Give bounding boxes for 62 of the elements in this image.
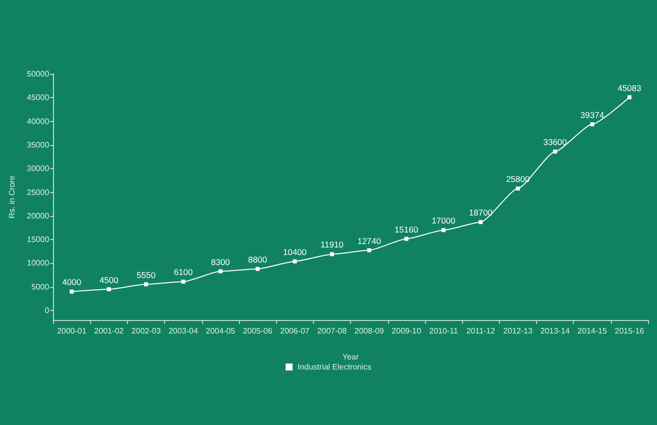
point xyxy=(404,236,408,241)
data-label: 18700 xyxy=(468,208,493,218)
point xyxy=(367,248,372,252)
data-label: 25800 xyxy=(506,174,530,184)
point xyxy=(478,220,483,224)
data-label: 17000 xyxy=(432,216,456,226)
data-label: 5550 xyxy=(136,270,156,280)
x-tick-label: 2003-04 xyxy=(168,326,198,336)
x-tick-label: 2000-01 xyxy=(57,326,87,336)
point xyxy=(256,266,260,271)
point xyxy=(590,122,594,126)
point xyxy=(181,280,186,284)
point xyxy=(70,290,74,294)
data-label: 12740 xyxy=(357,236,382,246)
y-tick-label: 25000 xyxy=(26,188,50,197)
x-tick-label: 2012-13 xyxy=(503,326,534,336)
y-tick-label: 50000 xyxy=(26,70,50,78)
x-tick-label: 2011-12 xyxy=(466,326,496,336)
point xyxy=(553,150,558,154)
data-label: 6100 xyxy=(174,267,193,278)
x-tick-label: 2009-10 xyxy=(392,326,422,336)
y-tick-label: 0 xyxy=(44,306,50,316)
data-label: 11910 xyxy=(320,240,344,250)
point xyxy=(442,228,446,232)
x-tick-label: 2006-07 xyxy=(280,326,310,336)
data-label: 33600 xyxy=(543,137,568,148)
y-axis-title: Rs. in Crore xyxy=(8,175,16,218)
point xyxy=(292,259,297,264)
x-tick-label: 2001-02 xyxy=(94,326,124,336)
x-tick-label: 2008-09 xyxy=(354,326,384,336)
x-tick-label: 2005-06 xyxy=(242,326,273,336)
legend-label: Industrial Electronics xyxy=(298,362,372,372)
x-tick-label: 2015-16 xyxy=(614,326,645,336)
x-tick-label: 2002-03 xyxy=(131,326,162,336)
point xyxy=(627,95,632,100)
y-tick-label: 30000 xyxy=(26,164,50,174)
y-tick-label: 15000 xyxy=(26,235,50,244)
point xyxy=(330,252,334,256)
x-tick-label: 2010-11 xyxy=(429,326,458,336)
data-label: 45083 xyxy=(618,82,642,93)
point xyxy=(218,269,222,274)
point xyxy=(106,287,111,292)
y-tick-label: 40000 xyxy=(26,116,50,126)
data-label: 8800 xyxy=(248,254,268,264)
y-tick-label: 10000 xyxy=(26,258,50,268)
point xyxy=(144,282,148,286)
y-tick-label: 35000 xyxy=(26,140,50,150)
y-tick-label: 20000 xyxy=(26,211,50,220)
x-tick-label: 2013-14 xyxy=(540,326,570,336)
y-tick-label: 5000 xyxy=(31,282,50,292)
data-label: 39374 xyxy=(580,110,604,120)
point xyxy=(516,186,520,190)
y-tick-label: 45000 xyxy=(26,93,50,102)
x-tick-label: 2004-05 xyxy=(206,326,236,336)
x-tick-label: 2007-08 xyxy=(317,326,348,336)
data-label: 4000 xyxy=(62,277,82,288)
data-label: 10400 xyxy=(282,246,307,257)
data-label: 15160 xyxy=(394,224,418,234)
x-tick-label: 2014-15 xyxy=(578,326,608,336)
data-label: 8300 xyxy=(210,256,230,267)
data-label: 4500 xyxy=(99,274,119,285)
x-axis-title: Year xyxy=(342,352,359,362)
